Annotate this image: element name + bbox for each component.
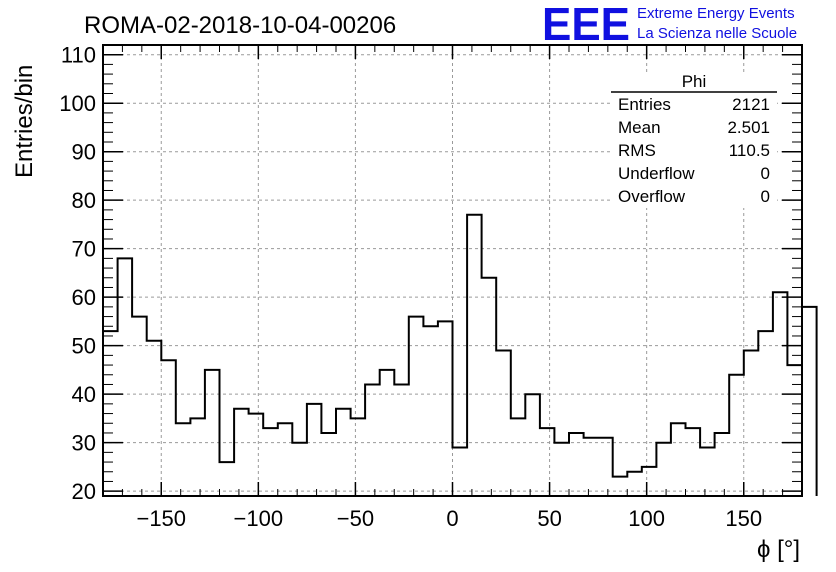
stats-label-mean: Mean: [618, 118, 661, 137]
x-tick-label: 150: [725, 506, 762, 531]
stats-value-entries: 2121: [732, 95, 770, 114]
chart-title: ROMA-02-2018-10-04-00206: [84, 12, 396, 39]
stats-box: Phi Entries 2121 Mean 2.501 RMS 110.5 Un…: [611, 72, 777, 208]
stats-label-entries: Entries: [618, 95, 671, 114]
eee-logo: EEE: [542, 0, 630, 50]
x-tick-label: −100: [234, 506, 284, 531]
y-tick-label: 50: [72, 334, 96, 359]
x-tick-label: −150: [136, 506, 186, 531]
x-tick-label: 0: [446, 506, 458, 531]
stats-label-rms: RMS: [618, 141, 656, 160]
stats-label-underflow: Underflow: [618, 164, 695, 183]
y-axis-title: Entries/bin: [11, 65, 38, 178]
logo-line-2: La Scienza nelle Scuole: [637, 25, 797, 42]
stats-title: Phi: [682, 72, 707, 91]
y-tick-label: 80: [72, 188, 96, 213]
stats-value-mean: 2.501: [727, 118, 770, 137]
x-tick-label: 100: [628, 506, 665, 531]
y-tick-label: 30: [72, 431, 96, 456]
logo-line-1: Extreme Energy Events: [637, 5, 795, 22]
stats-value-underflow: 0: [761, 164, 770, 183]
stats-label-overflow: Overflow: [618, 187, 686, 206]
y-tick-label: 90: [72, 140, 96, 165]
stats-box-background: [611, 74, 777, 208]
y-tick-label: 100: [59, 91, 96, 116]
x-axis-title: ϕ [°]: [757, 536, 800, 563]
axes: −150 −100 −50 0 50 100 150 20 30 40 50 60 70 80 90 100 1…: [59, 43, 803, 531]
stats-value-overflow: 0: [761, 187, 770, 206]
y-tick-label: 60: [72, 285, 96, 310]
plot-frame: [102, 44, 803, 497]
y-tick-label: 20: [72, 479, 96, 504]
x-tick-label: 50: [537, 506, 561, 531]
stats-value-rms: 110.5: [729, 141, 770, 160]
y-tick-label: 110: [61, 43, 96, 68]
y-tick-label: 70: [72, 237, 96, 262]
y-tick-label: 40: [72, 382, 96, 407]
x-tick-label: −50: [337, 506, 374, 531]
histogram-series: [103, 213, 818, 496]
